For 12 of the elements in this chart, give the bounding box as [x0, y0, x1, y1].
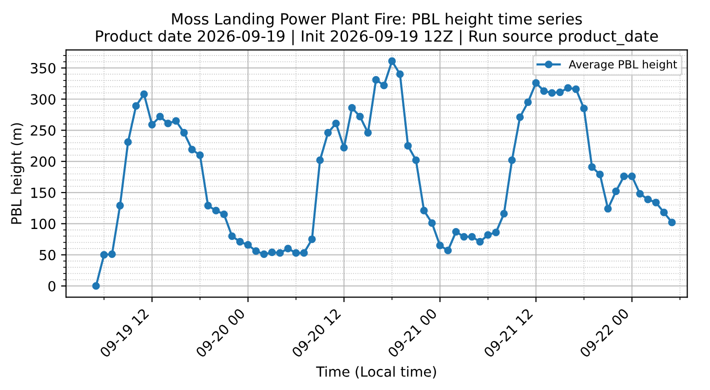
y-tick-label: 50 — [40, 250, 56, 260]
y-tick-label: 200 — [30, 156, 56, 167]
y-axis-title: PBL height (m) — [10, 123, 24, 224]
x-axis-title: Time (Local time) — [316, 366, 436, 379]
y-tick-label: 350 — [30, 62, 56, 74]
y-tick-label: 300 — [30, 94, 56, 105]
y-tick-label: 100 — [31, 218, 56, 230]
y-tick-label: 0 — [48, 280, 56, 292]
legend-label: Average PBL height — [568, 60, 678, 71]
y-tick-label: 150 — [31, 188, 56, 198]
y-tick-label: 250 — [30, 125, 56, 136]
chart-title: Moss Landing Power Plant Fire: PBL height time series Product date 2026-09-19 | Init 2026-09-19 12Z | Run source product_date — [96, 12, 658, 46]
